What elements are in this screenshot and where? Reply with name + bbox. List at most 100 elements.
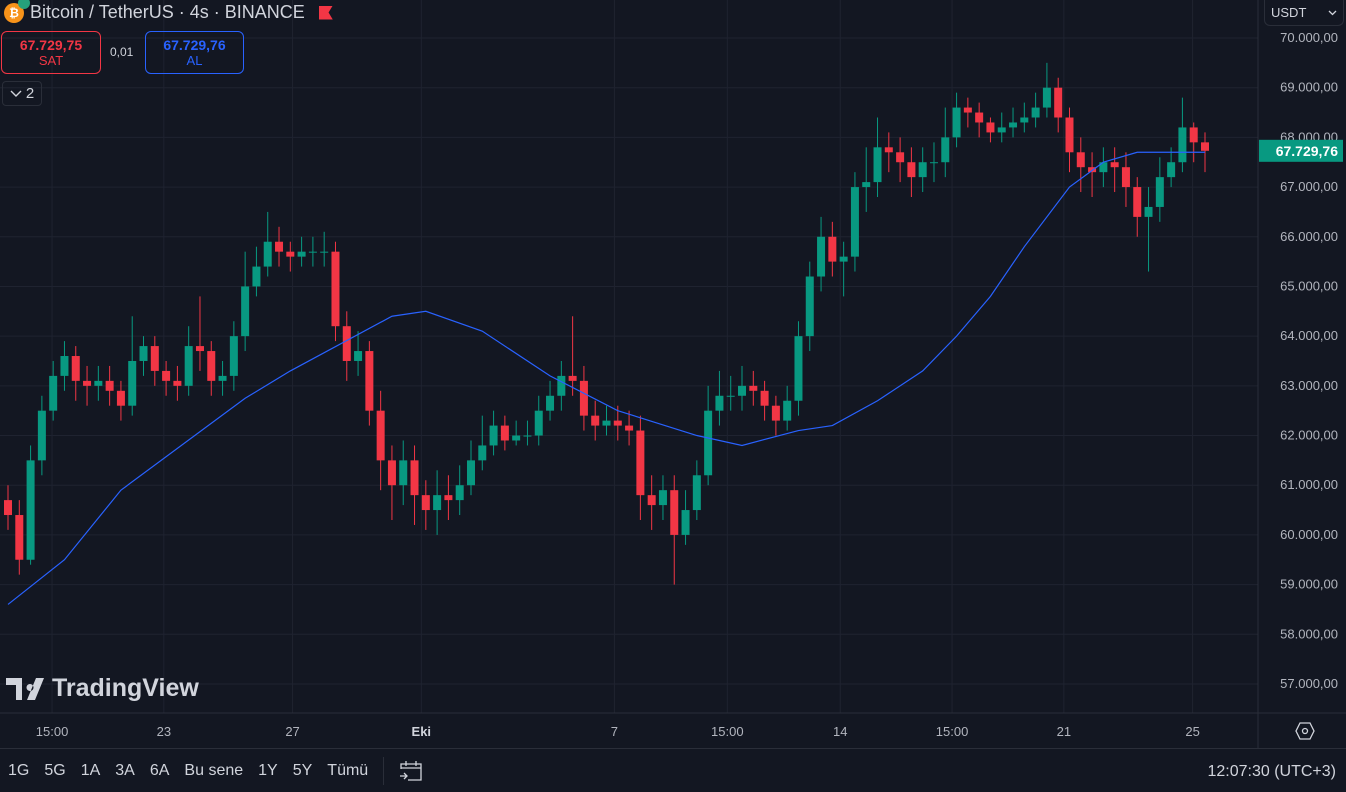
candle-body [896,152,905,163]
candle-body [805,276,814,337]
candle-body [636,430,645,496]
candle-body [320,251,329,253]
candle-body [625,425,634,431]
candle-body [907,162,916,178]
chevron-down-icon [10,90,22,97]
y-tick-label: 66.000,00 [1280,229,1338,244]
range-5g[interactable]: 5G [44,761,66,779]
candle-body [399,460,408,486]
candles [4,62,1209,585]
candle-body [1167,162,1176,178]
flag-icon[interactable] [318,5,333,20]
candle-body [15,515,24,560]
candle-body [342,326,351,361]
range-6a[interactable]: 6A [149,761,170,779]
candle-body [1009,122,1018,128]
x-tick-label: Eki [412,724,432,739]
time-axis[interactable]: 15:00 23 27 Eki 7 15:00 14 15:00 21 25 [36,724,1200,739]
tradingview-logo[interactable]: TradingView [6,674,199,703]
price-chart[interactable]: 70.000,0069.000,0068.000,0067.000,0066.0… [0,0,1346,748]
last-price-text: 67.729,76 [1276,143,1338,159]
range-3a[interactable]: 3A [115,761,135,779]
candle-body [1099,162,1108,173]
y-tick-label: 60.000,00 [1280,527,1338,542]
candle-body [975,112,984,123]
candle-body [1121,167,1130,188]
settings-icon[interactable] [1295,721,1315,741]
x-tick-label: 27 [285,724,299,739]
candle-body [478,445,487,461]
candle-body [49,375,58,411]
candle-body [523,435,532,437]
calendar-goto-icon[interactable] [398,759,424,783]
candle-body [116,390,125,406]
candle-body [557,375,566,396]
range-ytd[interactable]: Bu sene [184,761,244,779]
y-tick-label: 65.000,00 [1280,278,1338,293]
last-price-label: 67.729,76 [1259,139,1343,162]
candle-body [873,147,882,183]
candle-body [997,127,1006,133]
candle-body [263,241,272,267]
candle-body [4,500,12,516]
last-price-box [1259,139,1343,162]
clock[interactable]: 12:07:30 (UTC+3) [1207,763,1336,780]
candle-body [195,346,204,352]
range-all[interactable]: Tümü [327,761,369,779]
candle-body [850,187,859,257]
indicators-toggle[interactable]: 2 [2,81,42,106]
indicator-count: 2 [25,85,35,102]
candle-body [410,460,419,496]
currency-select[interactable]: USDT [1264,0,1344,26]
moving-average-line [7,151,1205,605]
candle-body [105,380,114,391]
currency-label: USDT [1271,5,1307,20]
candle-body [354,351,363,361]
sell-button[interactable]: 67.729,75 SAT [1,31,101,74]
candle-body [162,370,171,381]
candle-body [94,380,103,386]
candle-body [1155,177,1164,207]
candle-body [963,107,972,113]
y-tick-label: 59.000,00 [1280,577,1338,592]
candle-body [297,251,306,257]
candle-body [760,390,769,406]
range-1a[interactable]: 1A [80,761,101,779]
candle-body [308,251,317,253]
candle-body [83,380,92,386]
candle-body [1178,127,1187,163]
candle-body [1065,117,1074,153]
candle-body [455,485,464,501]
range-1y[interactable]: 1Y [258,761,278,779]
y-tick-label: 63.000,00 [1280,378,1338,393]
grid [0,0,1258,713]
symbol-header[interactable]: ₿ Bitcoin / TetherUS · 4s · BINANCE [4,0,333,23]
y-tick-label: 67.000,00 [1280,179,1338,194]
logo-text: TradingView [52,674,199,702]
y-tick-label: 70.000,00 [1280,30,1338,45]
candle-body [286,251,295,257]
buy-button[interactable]: 67.729,76 AL [145,31,244,74]
candle-body [1133,187,1142,217]
chevron-down-icon [1328,10,1337,15]
candle-body [365,351,374,411]
range-5y[interactable]: 5Y [292,761,313,779]
x-tick-label: 15:00 [36,724,69,739]
candle-body [1042,87,1051,108]
candle-body [534,410,543,436]
candle-body [207,351,216,381]
candle-body [749,385,758,391]
x-tick-label: 23 [157,724,171,739]
y-tick-label: 61.000,00 [1280,477,1338,492]
x-tick-label: 25 [1185,724,1199,739]
range-1g[interactable]: 1G [8,761,30,779]
candle-body [1076,152,1085,168]
candle-body [839,256,848,262]
candle-body [252,266,261,287]
price-axis[interactable]: 70.000,0069.000,0068.000,0067.000,0066.0… [1280,30,1338,691]
candle-body [941,137,950,163]
candle-body [331,251,340,327]
y-tick-label: 64.000,00 [1280,328,1338,343]
candle-body [828,236,837,262]
candle-body [275,241,284,252]
